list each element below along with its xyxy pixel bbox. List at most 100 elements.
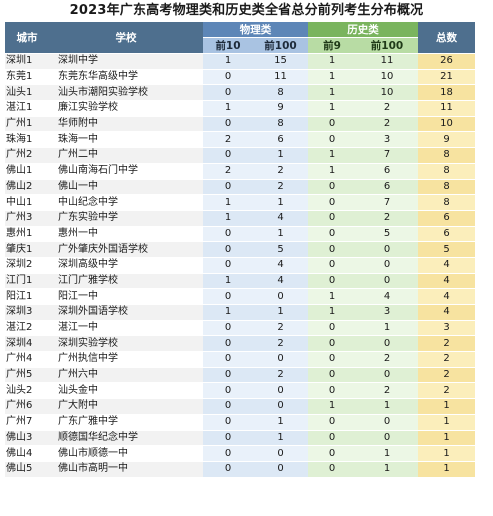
history-top100-cell: 1 [356,320,418,337]
history-top100-cell: 1 [356,445,418,462]
physics-top10-cell: 0 [203,398,253,415]
header-physics: 物理类 [203,22,308,38]
table-row: 中山1 中山纪念中学 1 1 0 7 8 [5,194,475,211]
header-history-top9: 前9 [308,37,356,54]
total-cell: 6 [418,226,475,243]
history-top9-cell: 1 [308,69,356,86]
total-cell: 8 [418,147,475,164]
physics-top100-cell: 11 [253,69,308,86]
history-top9-cell: 0 [308,179,356,196]
table-row: 广州7 广东广雅中学 0 1 0 0 1 [5,414,475,431]
school-cell: 顺德国华纪念中学 [49,430,203,447]
physics-top100-cell: 2 [253,320,308,337]
table-row: 惠州1 惠州一中 0 1 0 5 6 [5,226,475,243]
physics-top100-cell: 9 [253,100,308,117]
total-cell: 2 [418,382,475,400]
physics-top100-cell: 2 [253,367,308,384]
total-cell: 21 [418,69,475,86]
physics-top100-cell: 1 [253,147,308,164]
city-cell: 佛山5 [5,461,49,478]
physics-top100-cell: 1 [253,226,308,243]
school-cell: 深圳实验学校 [49,335,203,353]
city-cell: 佛山2 [5,179,49,196]
physics-top100-cell: 1 [253,414,308,431]
total-cell: 26 [418,53,475,70]
history-top9-cell: 0 [308,194,356,211]
physics-top10-cell: 0 [203,430,253,447]
city-cell: 广州3 [5,210,49,227]
history-top100-cell: 1 [356,461,418,478]
total-cell: 1 [418,430,475,447]
city-cell: 广州1 [5,116,49,133]
school-cell: 廉江实验学校 [49,100,203,117]
table-row: 湛江2 湛江一中 0 2 0 1 3 [5,320,475,337]
physics-top10-cell: 0 [203,257,253,274]
city-cell: 湛江2 [5,320,49,337]
physics-top10-cell: 1 [203,210,253,227]
physics-top100-cell: 5 [253,241,308,258]
table-row: 佛山5 佛山市高明一中 0 0 0 1 1 [5,461,475,478]
history-top9-cell: 0 [308,320,356,337]
history-top9-cell: 0 [308,116,356,133]
city-cell: 东莞1 [5,69,49,86]
history-top9-cell: 0 [308,445,356,462]
total-cell: 4 [418,288,475,305]
city-cell: 佛山1 [5,163,49,180]
total-cell: 4 [418,273,475,290]
history-top100-cell: 2 [356,116,418,133]
physics-top10-cell: 2 [203,131,253,149]
history-top100-cell: 0 [356,414,418,431]
total-cell: 8 [418,194,475,211]
city-cell: 深圳1 [5,53,49,70]
header-total: 总数 [418,22,475,54]
physics-top10-cell: 1 [203,53,253,70]
physics-top100-cell: 0 [253,288,308,305]
physics-top10-cell: 0 [203,84,253,102]
history-top100-cell: 10 [356,69,418,86]
school-cell: 惠州一中 [49,226,203,243]
total-cell: 4 [418,257,475,274]
city-cell: 深圳4 [5,335,49,353]
history-top9-cell: 0 [308,131,356,149]
physics-top100-cell: 0 [253,445,308,462]
table-row: 广州6 广大附中 0 0 1 1 1 [5,398,475,415]
total-cell: 2 [418,351,475,368]
total-cell: 1 [418,414,475,431]
history-top9-cell: 1 [308,84,356,102]
physics-top10-cell: 0 [203,367,253,384]
history-top9-cell: 1 [308,288,356,305]
history-top100-cell: 4 [356,288,418,305]
total-cell: 11 [418,100,475,117]
school-cell: 湛江一中 [49,320,203,337]
table-row: 湛江1 廉江实验学校 1 9 1 2 11 [5,100,475,117]
physics-top100-cell: 2 [253,179,308,196]
table-row: 广州2 广州二中 0 1 1 7 8 [5,147,475,164]
distribution-table: 城市 学校 物理类 历史类 总数 前10 前100 前9 前100 深圳1 深圳中… [5,22,475,478]
physics-top100-cell: 8 [253,84,308,102]
city-cell: 阳江1 [5,288,49,305]
header-school: 学校 [49,22,203,54]
school-cell: 汕头市潮阳实验学校 [49,84,203,102]
history-top100-cell: 6 [356,163,418,180]
total-cell: 4 [418,304,475,321]
total-cell: 3 [418,320,475,337]
total-cell: 5 [418,241,475,258]
history-top9-cell: 0 [308,226,356,243]
city-cell: 江门1 [5,273,49,290]
physics-top100-cell: 4 [253,257,308,274]
history-top9-cell: 0 [308,210,356,227]
header-physics-top100: 前100 [253,37,308,54]
history-top9-cell: 1 [308,147,356,164]
city-cell: 广州7 [5,414,49,431]
total-cell: 2 [418,335,475,353]
school-cell: 广州二中 [49,147,203,164]
physics-top100-cell: 1 [253,430,308,447]
physics-top10-cell: 1 [203,194,253,211]
table-row: 汕头1 汕头市潮阳实验学校 0 8 1 10 18 [5,84,475,102]
school-cell: 江门广雅学校 [49,273,203,290]
history-top9-cell: 0 [308,414,356,431]
total-cell: 9 [418,131,475,149]
table-row: 深圳3 深圳外国语学校 1 1 1 3 4 [5,304,475,321]
total-cell: 1 [418,461,475,478]
city-cell: 广州6 [5,398,49,415]
